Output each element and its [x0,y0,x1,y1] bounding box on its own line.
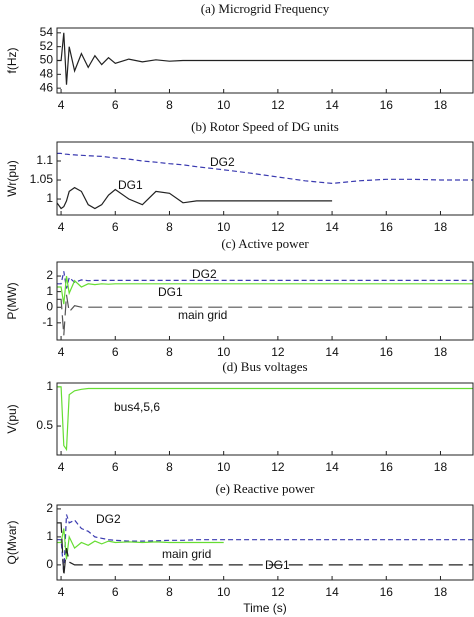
plot-frame [56,382,474,456]
x-tick-label: 8 [166,345,173,359]
y-axis-label: V(pu) [5,404,19,433]
x-tick-label: 10 [217,220,231,234]
plot-frame [56,504,474,581]
y-tick-label: 48 [40,67,54,81]
x-tick-label: 14 [325,345,339,359]
x-tick-label: 10 [217,98,231,112]
series-line [57,294,473,336]
y-tick-label: 0.5 [36,418,53,432]
x-tick-label: 8 [166,98,173,112]
y-tick-label: 1 [46,379,53,393]
panel-title: (d) Bus voltages [222,359,307,374]
plot-area [57,32,473,85]
series-line [57,514,473,574]
series-line [57,152,473,185]
x-tick-label: 16 [380,220,394,234]
plot-area [57,386,473,452]
x-tick-label: 16 [380,345,394,359]
y-tick-label: 2 [46,268,53,282]
y-tick-label: 2 [46,501,53,515]
annotation: DG2 [192,267,217,281]
x-tick-label: 4 [58,585,65,599]
x-tick-label: 6 [112,460,119,474]
y-axis-label: f(Hz) [5,48,19,74]
y-tick-label: -1 [42,315,53,329]
x-tick-label: 6 [112,98,119,112]
plot-area [57,271,473,336]
series-line [57,32,473,85]
x-tick-label: 12 [271,98,285,112]
x-tick-label: 18 [434,345,448,359]
y-tick-label: 46 [40,80,54,94]
x-tick-label: 10 [217,460,231,474]
x-tick-label: 10 [217,585,231,599]
x-axis-label: Time (s) [243,601,287,615]
series-line [57,386,473,452]
x-tick-label: 4 [58,345,65,359]
panel-title: (b) Rotor Speed of DG units [191,119,339,134]
plot-area [57,152,473,210]
panel-title: (c) Active power [221,236,309,251]
y-tick-label: 0 [46,299,53,313]
x-tick-label: 6 [112,345,119,359]
x-tick-label: 14 [325,98,339,112]
x-tick-label: 12 [271,345,285,359]
series-line [57,528,224,560]
annotation: main grid [162,547,211,561]
y-tick-label: 1.1 [36,153,53,167]
x-tick-label: 18 [434,98,448,112]
x-tick-label: 18 [434,585,448,599]
plot-area [57,514,473,577]
y-tick-label: 54 [40,25,54,39]
x-tick-label: 4 [58,460,65,474]
x-tick-label: 6 [112,585,119,599]
y-tick-label: 1 [46,284,53,298]
y-tick-label: 1 [46,529,53,543]
x-tick-label: 12 [271,460,285,474]
x-tick-label: 14 [325,460,339,474]
x-tick-label: 14 [325,585,339,599]
x-tick-label: 16 [380,585,394,599]
panel-title: (e) Reactive power [216,481,316,496]
plot-frame [56,141,474,216]
y-tick-label: 52 [40,39,54,53]
series-line [57,271,473,289]
x-tick-label: 12 [271,585,285,599]
y-axis-label: Wr(pu) [5,160,19,196]
x-tick-label: 10 [217,345,231,359]
y-axis-label: P(MW) [5,282,19,319]
series-line [57,186,333,210]
panel-title: (a) Microgrid Frequency [201,1,330,16]
x-tick-label: 16 [380,98,394,112]
x-tick-label: 4 [58,220,65,234]
x-tick-label: 16 [380,460,394,474]
annotation: main grid [178,308,227,322]
x-tick-label: 12 [271,220,285,234]
plot-frame [56,261,474,341]
y-tick-label: 0 [46,557,53,571]
plot-frame [56,27,474,94]
x-tick-label: 18 [434,220,448,234]
x-tick-label: 8 [166,220,173,234]
x-tick-label: 14 [325,220,339,234]
series-line [57,275,473,305]
y-tick-label: 50 [40,53,54,67]
y-tick-label: 1.05 [30,172,54,186]
series-line [57,522,473,577]
annotation: bus4,5,6 [114,400,160,414]
y-tick-label: 1 [46,191,53,205]
x-tick-label: 18 [434,460,448,474]
annotation: DG1 [265,558,290,572]
annotation: DG1 [158,285,183,299]
x-tick-label: 8 [166,585,173,599]
x-tick-label: 6 [112,220,119,234]
x-tick-label: 4 [58,98,65,112]
annotation: DG1 [118,178,143,192]
x-tick-label: 8 [166,460,173,474]
y-axis-label: Q(Mvar) [5,521,19,565]
annotation: DG2 [96,512,121,526]
annotation: DG2 [210,155,235,169]
